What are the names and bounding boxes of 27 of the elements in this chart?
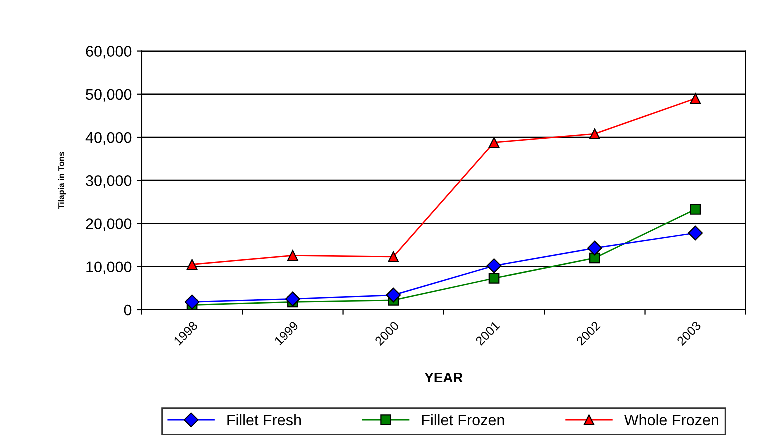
- legend-label: Whole Frozen: [624, 414, 718, 426]
- y-axis-title: Tilapia in Tons: [58, 152, 66, 210]
- legend-label: Fillet Frozen: [422, 414, 504, 426]
- legend-label: Fillet Fresh: [228, 414, 302, 426]
- point: [186, 259, 198, 270]
- point: [690, 93, 702, 104]
- point: [184, 294, 200, 310]
- y-tick-label: 0: [124, 304, 132, 316]
- y-tick-label: 40,000: [86, 132, 132, 146]
- point: [588, 240, 602, 256]
- point: [590, 128, 600, 140]
- point: [288, 250, 298, 262]
- point: [488, 137, 500, 148]
- point: [286, 292, 300, 307]
- y-tick-label: 60,000: [86, 46, 132, 59]
- x-axis-title: YEAR: [424, 372, 463, 383]
- y-tick-label: 10,000: [86, 262, 132, 274]
- y-tick-label: 30,000: [86, 176, 132, 188]
- point: [486, 258, 502, 274]
- y-tick-label: 20,000: [86, 218, 132, 232]
- point: [690, 204, 702, 215]
- point: [590, 252, 600, 264]
- point: [388, 252, 400, 262]
- point: [488, 273, 500, 284]
- point: [386, 288, 402, 303]
- point: [688, 226, 704, 241]
- y-tick-label: 50,000: [86, 89, 132, 102]
